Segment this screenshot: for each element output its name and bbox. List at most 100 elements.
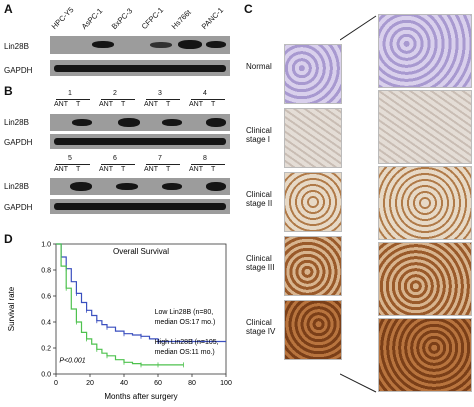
lane-label: HPC-Y5	[49, 5, 76, 31]
blot-band	[206, 41, 226, 48]
tumor-label: T	[121, 166, 126, 173]
stage-label: Clinical stage III	[246, 254, 275, 272]
ihc-zoom-image	[378, 14, 472, 88]
adjacent-normal-label: ANT	[99, 101, 113, 108]
x-tick-label: 100	[220, 380, 232, 387]
blot-band	[116, 183, 138, 190]
panel-b-gapdh-blot-top	[50, 134, 230, 149]
group-bracket	[191, 99, 225, 100]
x-tick-label: 40	[120, 380, 128, 387]
y-axis-label: Survival rate	[7, 286, 16, 331]
ihc-overview-image	[284, 300, 342, 360]
panel-b-lin28b-blot-bottom	[50, 178, 230, 195]
panel-b-row-lin28b-top: Lin28B	[4, 118, 29, 127]
stage-label: Normal	[246, 62, 272, 71]
adjacent-normal-label: ANT	[144, 101, 158, 108]
panel-b-gapdh-blot-bottom	[50, 199, 230, 214]
adjacent-normal-label: ANT	[54, 166, 68, 173]
stage-label: Clinical stage II	[246, 190, 273, 208]
blot-band	[92, 41, 114, 48]
plot-frame	[55, 243, 227, 375]
group-number: 3	[158, 90, 162, 97]
legend-low: Low Lin28B (n=80,	[155, 309, 214, 316]
high-lin28b-survival-curve	[56, 243, 184, 366]
lane-label: PANC-1	[199, 5, 226, 32]
blot-band	[54, 138, 226, 145]
blot-band	[70, 182, 92, 191]
tumor-label: T	[166, 101, 171, 108]
survival-chart: Overall Survival 0.0 0.2 0.4 0.6 0.8 1.0 0 20 40 6…	[7, 242, 232, 402]
chart-title: Overall Survival	[113, 247, 169, 256]
y-tick-label: 0.0	[41, 372, 51, 379]
group-bracket	[56, 99, 90, 100]
group-number: 5	[68, 155, 72, 162]
panel-d-letter: D	[4, 232, 13, 246]
blot-band	[178, 40, 202, 49]
tumor-label: T	[166, 166, 171, 173]
lane-label: Hs766t	[169, 7, 193, 32]
blot-band	[118, 118, 140, 127]
y-tick-label: 0.8	[41, 268, 51, 275]
ihc-zoom-image	[378, 90, 472, 164]
blot-band	[150, 42, 172, 48]
stage-label: Clinical stage IV	[246, 318, 276, 336]
blot-band	[54, 203, 226, 210]
group-bracket	[101, 164, 135, 165]
blot-band	[162, 119, 182, 126]
low-lin28b-survival-curve	[56, 243, 226, 343]
panel-b-row-lin28b-bottom: Lin28B	[4, 182, 29, 191]
stage-label: Clinical stage I	[246, 126, 272, 144]
legend-low: median OS:17 mo.)	[155, 319, 216, 326]
group-number: 2	[113, 90, 117, 97]
x-tick-label: 80	[188, 380, 196, 387]
group-bracket	[146, 99, 180, 100]
blot-band	[162, 183, 182, 190]
adjacent-normal-label: ANT	[144, 166, 158, 173]
blot-band	[72, 119, 92, 126]
panel-a-letter: A	[4, 2, 13, 16]
group-bracket	[56, 164, 90, 165]
zoom-connector-lines	[340, 15, 377, 393]
group-bracket	[146, 164, 180, 165]
tumor-label: T	[121, 101, 126, 108]
legend-high: median OS:11 mo.)	[155, 349, 215, 356]
y-tick-label: 0.2	[41, 346, 51, 353]
panel-a-lin28b-blot	[50, 36, 230, 54]
tumor-label: T	[76, 101, 81, 108]
group-number: 8	[203, 155, 207, 162]
y-tick-label: 0.6	[41, 294, 51, 301]
panel-b-letter: B	[4, 84, 13, 98]
tumor-label: T	[211, 101, 216, 108]
ihc-zoom-image	[378, 166, 472, 240]
group-number: 6	[113, 155, 117, 162]
y-tick-label: 0.4	[41, 320, 51, 327]
adjacent-normal-label: ANT	[54, 101, 68, 108]
panel-a-row-lin28b: Lin28B	[4, 42, 29, 51]
ihc-overview-image	[284, 108, 342, 168]
panel-b-row-gapdh-top: GAPDH	[4, 138, 33, 147]
blot-band	[206, 182, 226, 191]
panel-b-row-gapdh-bottom: GAPDH	[4, 203, 33, 212]
adjacent-normal-label: ANT	[189, 101, 203, 108]
panel-a-gapdh-blot	[50, 60, 230, 76]
blot-band	[54, 65, 226, 72]
ihc-zoom-image	[378, 318, 472, 392]
group-number: 7	[158, 155, 162, 162]
ihc-overview-image	[284, 44, 342, 104]
panel-b-lin28b-blot-top	[50, 114, 230, 131]
panel-c-letter: C	[244, 2, 253, 16]
lane-label: AsPC-1	[79, 6, 105, 32]
ihc-zoom-image	[378, 242, 472, 316]
group-bracket	[191, 164, 225, 165]
lane-label: CFPC-1	[139, 5, 166, 31]
legend-high: High Lin28B (n=105,	[155, 339, 219, 346]
y-tick-label: 1.0	[41, 242, 51, 249]
tumor-label: T	[76, 166, 81, 173]
group-number: 4	[203, 90, 207, 97]
blot-band	[206, 118, 226, 127]
x-tick-label: 0	[54, 380, 58, 387]
adjacent-normal-label: ANT	[189, 166, 203, 173]
p-value: P<0.001	[59, 357, 85, 364]
x-axis-label: Months after surgery	[104, 392, 177, 401]
group-number: 1	[68, 90, 72, 97]
